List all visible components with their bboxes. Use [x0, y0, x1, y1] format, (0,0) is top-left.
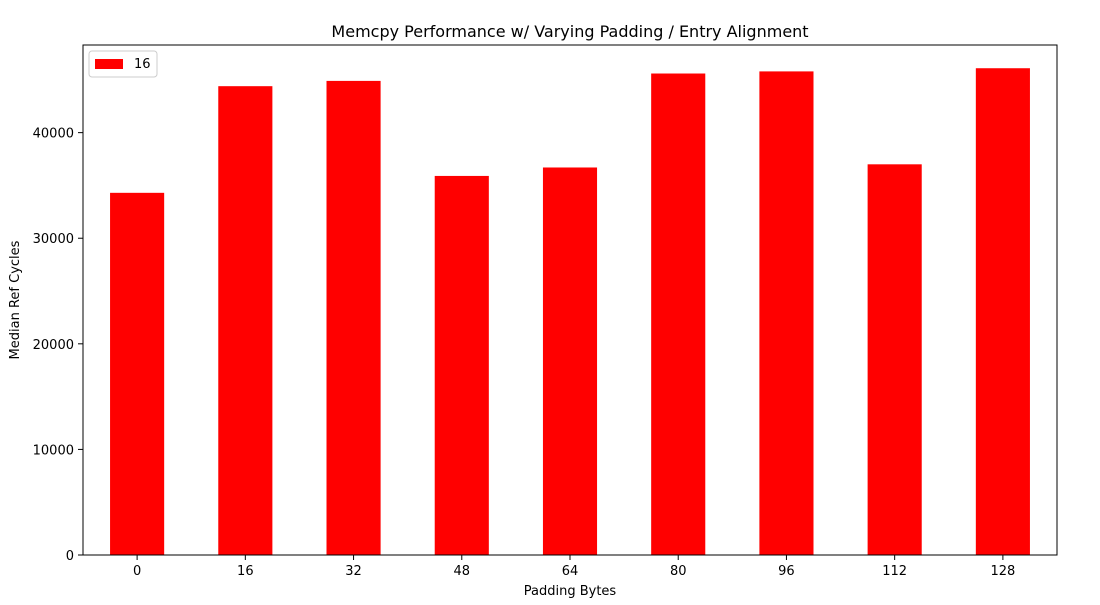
x-tick-label: 80	[670, 564, 687, 579]
x-tick-label: 128	[990, 564, 1015, 579]
y-tick-label: 30000	[33, 232, 74, 247]
legend-label: 16	[134, 57, 151, 72]
bar-80	[651, 73, 706, 556]
bars-layer	[110, 68, 1030, 556]
y-tick-label: 20000	[33, 338, 74, 353]
y-tick-label: 40000	[33, 127, 74, 142]
bar-64	[542, 167, 598, 555]
bar-0	[110, 192, 165, 555]
x-tick-label: 48	[454, 564, 471, 579]
x-tick-label: 0	[133, 564, 141, 579]
bar-32	[326, 80, 381, 555]
legend: 16	[88, 50, 158, 78]
x-axis: 0 16 32 48 64 80 96 112 128	[133, 555, 1015, 579]
x-axis-label: Padding Bytes	[524, 584, 617, 599]
bar-112	[867, 164, 922, 555]
x-tick-label: 16	[237, 564, 254, 579]
bar-96	[759, 71, 814, 555]
y-tick-label: 0	[66, 549, 74, 564]
y-axis-label: Median Ref Cycles	[8, 240, 23, 359]
bar-48	[434, 175, 489, 555]
bar-16	[218, 86, 273, 556]
bar-128	[975, 68, 1030, 556]
x-tick-label: 32	[345, 564, 362, 579]
x-tick-label: 96	[778, 564, 795, 579]
x-tick-label: 112	[882, 564, 907, 579]
legend-swatch	[95, 59, 123, 69]
x-tick-label: 64	[562, 564, 579, 579]
chart-title: Memcpy Performance w/ Varying Padding / …	[331, 22, 808, 41]
y-tick-label: 10000	[33, 443, 74, 458]
y-axis: 0 10000 20000 30000 40000	[33, 127, 83, 564]
